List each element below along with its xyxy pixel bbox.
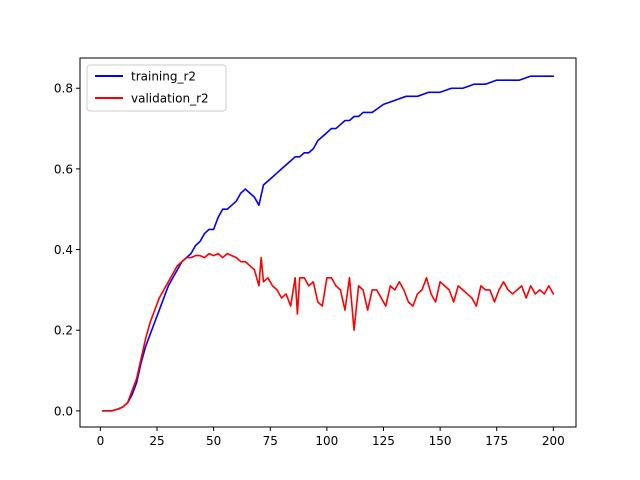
legend-label-training-r2: training_r2 — [131, 70, 196, 84]
legend-label-validation-r2: validation_r2 — [131, 92, 209, 106]
x-tick-label: 125 — [372, 434, 395, 448]
y-tick-label: 0.8 — [54, 82, 73, 96]
legend: training_r2 validation_r2 — [86, 64, 227, 112]
plot-area — [79, 57, 577, 428]
x-axis: 0 25 50 75 100 125 150 175 200 — [97, 427, 565, 448]
y-axis: 0.0 0.2 0.4 0.6 0.8 — [54, 82, 80, 418]
y-tick-label: 0.6 — [54, 162, 73, 176]
axes-frame — [79, 57, 577, 428]
y-tick-label: 0.4 — [54, 243, 73, 257]
x-tick-label: 150 — [429, 434, 452, 448]
y-tick-label: 0.0 — [54, 404, 73, 418]
x-tick-label: 50 — [206, 434, 221, 448]
y-tick-label: 0.2 — [54, 324, 73, 338]
x-tick-label: 25 — [149, 434, 164, 448]
x-tick-label: 75 — [263, 434, 278, 448]
series-layer — [101, 75, 555, 412]
x-tick-label: 200 — [542, 434, 565, 448]
x-tick-label: 175 — [485, 434, 508, 448]
x-tick-label: 0 — [97, 434, 105, 448]
series-line-validation-r2 — [101, 252, 555, 412]
x-tick-label: 100 — [315, 434, 338, 448]
series-line-training-r2 — [101, 75, 555, 412]
